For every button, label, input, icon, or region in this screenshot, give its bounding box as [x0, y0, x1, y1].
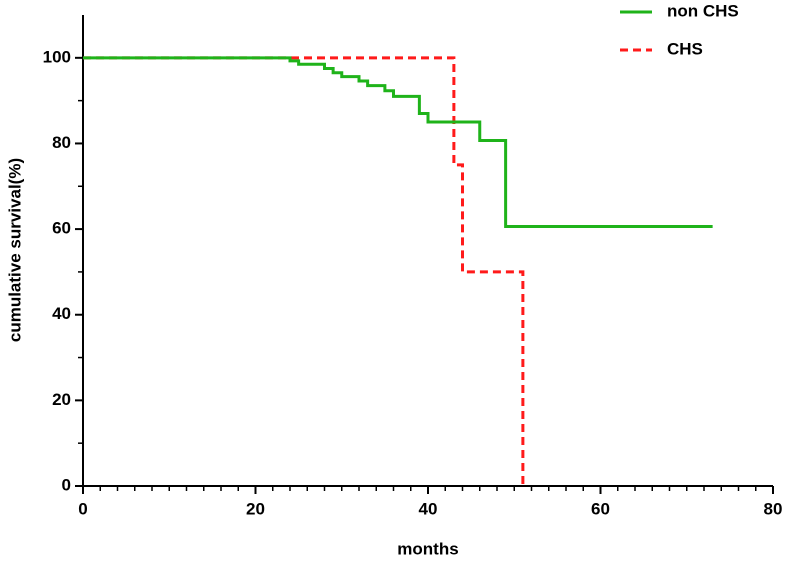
y-axis-label: cumulative survival(%): [5, 158, 24, 342]
x-tick-label: 0: [78, 499, 87, 518]
legend-label: CHS: [667, 39, 703, 58]
x-tick-label: 20: [246, 499, 265, 518]
y-tick-label: 40: [52, 304, 71, 323]
x-tick-label: 60: [591, 499, 610, 518]
legend-label: non CHS: [667, 1, 739, 20]
y-tick-label: 60: [52, 219, 71, 238]
survival-line: [83, 56, 525, 486]
x-axis-label: months: [397, 539, 458, 558]
survival-line: [83, 56, 713, 229]
x-tick-label: 80: [764, 499, 783, 518]
y-tick-label: 20: [52, 390, 71, 409]
y-tick-label: 80: [52, 133, 71, 152]
y-tick-label: 100: [43, 47, 71, 66]
x-tick-label: 40: [419, 499, 438, 518]
y-tick-label: 0: [62, 475, 71, 494]
